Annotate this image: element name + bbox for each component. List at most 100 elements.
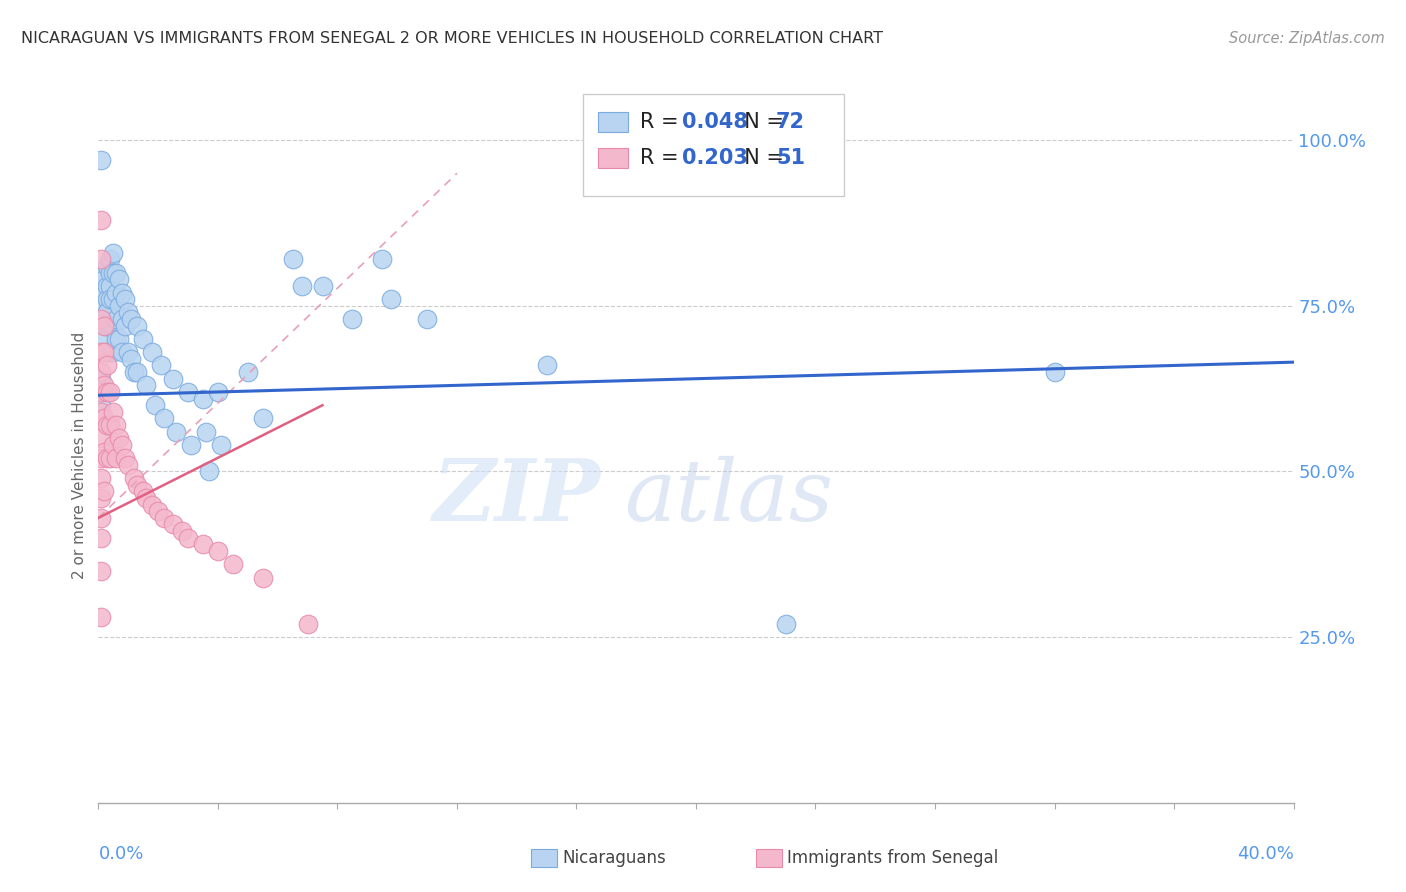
- Point: [141, 498, 163, 512]
- Text: 0.0%: 0.0%: [98, 845, 143, 863]
- Point: [98, 451, 122, 466]
- Point: [105, 418, 128, 433]
- Point: [98, 418, 122, 433]
- Point: [108, 431, 131, 445]
- Point: [105, 332, 128, 346]
- Point: [195, 425, 218, 439]
- Point: [536, 359, 558, 373]
- Point: [90, 345, 112, 359]
- Point: [135, 378, 157, 392]
- Point: [380, 292, 402, 306]
- Point: [252, 570, 274, 584]
- Point: [120, 312, 142, 326]
- Point: [98, 318, 122, 333]
- Point: [162, 372, 184, 386]
- Point: [93, 272, 115, 286]
- Point: [93, 299, 115, 313]
- Point: [96, 318, 118, 333]
- Point: [98, 266, 122, 280]
- Point: [103, 245, 125, 260]
- Point: [90, 384, 112, 399]
- Point: [103, 405, 125, 419]
- Point: [108, 299, 131, 313]
- Point: [135, 491, 157, 505]
- Point: [90, 312, 112, 326]
- Point: [90, 491, 112, 505]
- Text: R =: R =: [640, 112, 685, 132]
- Point: [127, 477, 149, 491]
- Point: [93, 378, 115, 392]
- Point: [1043, 365, 1066, 379]
- Point: [90, 431, 112, 445]
- Point: [105, 285, 128, 300]
- Point: [96, 359, 118, 373]
- Point: [111, 438, 134, 452]
- Point: [281, 252, 304, 267]
- Point: [96, 305, 118, 319]
- Point: [198, 465, 221, 479]
- Y-axis label: 2 or more Vehicles in Household: 2 or more Vehicles in Household: [72, 331, 87, 579]
- Text: atlas: atlas: [624, 455, 834, 538]
- Point: [93, 332, 115, 346]
- Point: [90, 153, 112, 167]
- Point: [103, 292, 125, 306]
- Point: [96, 384, 118, 399]
- Text: NICARAGUAN VS IMMIGRANTS FROM SENEGAL 2 OR MORE VEHICLES IN HOUSEHOLD CORRELATIO: NICARAGUAN VS IMMIGRANTS FROM SENEGAL 2 …: [21, 31, 883, 46]
- Text: Nicaraguans: Nicaraguans: [562, 849, 666, 867]
- Point: [98, 292, 122, 306]
- Point: [191, 537, 214, 551]
- Point: [117, 458, 139, 472]
- Point: [105, 312, 128, 326]
- Point: [108, 272, 131, 286]
- Point: [96, 259, 118, 273]
- Text: 51: 51: [776, 148, 806, 168]
- Point: [191, 392, 214, 406]
- Point: [93, 266, 115, 280]
- Text: Source: ZipAtlas.com: Source: ZipAtlas.com: [1229, 31, 1385, 46]
- Point: [90, 471, 112, 485]
- Point: [105, 266, 128, 280]
- Point: [222, 558, 245, 572]
- Point: [98, 345, 122, 359]
- Point: [132, 332, 155, 346]
- Text: 40.0%: 40.0%: [1237, 845, 1294, 863]
- Point: [114, 451, 136, 466]
- Point: [108, 332, 131, 346]
- Text: N =: N =: [731, 148, 790, 168]
- Point: [150, 359, 173, 373]
- Point: [90, 564, 112, 578]
- Text: 0.048: 0.048: [682, 112, 748, 132]
- Point: [209, 438, 232, 452]
- Point: [120, 351, 142, 366]
- Point: [177, 531, 200, 545]
- Point: [153, 411, 176, 425]
- Point: [90, 511, 112, 525]
- Point: [162, 517, 184, 532]
- Point: [96, 451, 118, 466]
- Point: [141, 345, 163, 359]
- Point: [90, 398, 112, 412]
- Point: [177, 384, 200, 399]
- Point: [93, 345, 115, 359]
- Point: [132, 484, 155, 499]
- Text: Immigrants from Senegal: Immigrants from Senegal: [787, 849, 998, 867]
- Point: [207, 544, 229, 558]
- Point: [143, 398, 166, 412]
- Point: [98, 384, 122, 399]
- Text: 0.203: 0.203: [682, 148, 748, 168]
- Point: [297, 616, 319, 631]
- Point: [98, 279, 122, 293]
- Point: [90, 531, 112, 545]
- Point: [127, 318, 149, 333]
- Text: R =: R =: [640, 148, 685, 168]
- Point: [342, 312, 364, 326]
- Point: [207, 384, 229, 399]
- Point: [127, 365, 149, 379]
- Point: [236, 365, 259, 379]
- Point: [98, 252, 122, 267]
- Text: ZIP: ZIP: [433, 455, 600, 539]
- Point: [172, 524, 194, 538]
- Point: [96, 345, 118, 359]
- Point: [90, 451, 112, 466]
- Point: [252, 411, 274, 425]
